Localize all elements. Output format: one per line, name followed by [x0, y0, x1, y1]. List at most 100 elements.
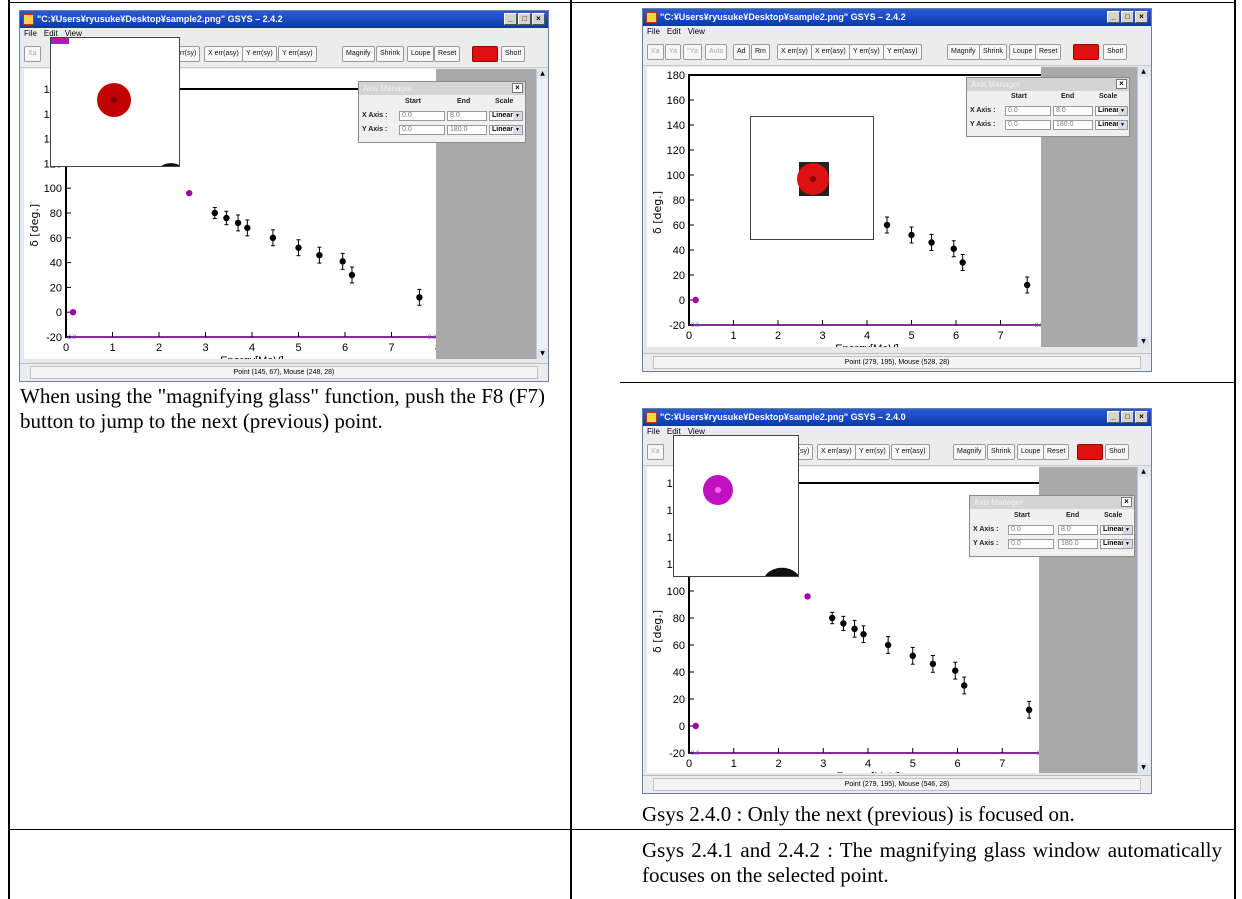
menu-file[interactable]: File: [647, 26, 660, 38]
minimize-button[interactable]: _: [1107, 411, 1120, 423]
auto-button[interactable]: Auto: [705, 44, 727, 60]
vertical-scrollbar[interactable]: ▲ ▼: [1137, 467, 1149, 773]
yerr-sy-button[interactable]: Y err(sy): [242, 46, 277, 62]
mode-button[interactable]: Mode: [1077, 444, 1103, 460]
vertical-scrollbar[interactable]: ▲ ▼: [1137, 67, 1149, 347]
loupe-button[interactable]: Loupe: [407, 46, 434, 62]
shot-button[interactable]: Shot!: [501, 46, 525, 62]
data-point: [952, 667, 958, 673]
reset-button[interactable]: Reset: [1035, 44, 1061, 60]
y-start-field[interactable]: 0.0: [399, 125, 445, 135]
menu-file[interactable]: File: [24, 28, 37, 40]
y-tick-label: 20: [673, 694, 685, 706]
gsys-window-242-right: "C:¥Users¥ryusuke¥Desktop¥sample2.png" G…: [642, 8, 1152, 372]
xerr-asy-button[interactable]: X err(asy): [204, 46, 243, 62]
shot-button[interactable]: Shot!: [1103, 44, 1127, 60]
y-end-field[interactable]: 180.0: [1058, 539, 1098, 549]
ya-button[interactable]: Ya: [665, 44, 681, 60]
yerr-asy-button[interactable]: Y err(asy): [883, 44, 922, 60]
xerr-asy-button[interactable]: X err(asy): [817, 444, 856, 460]
y-scale-select[interactable]: Linear ▼: [489, 125, 523, 135]
scroll-up-icon[interactable]: ▲: [1138, 467, 1149, 477]
ad-button[interactable]: Ad: [733, 44, 750, 60]
y-end-field[interactable]: 180.0: [447, 125, 487, 135]
y-scale-select[interactable]: Linear ▼: [1100, 539, 1133, 549]
mode-button[interactable]: Mode: [1073, 44, 1099, 60]
scroll-down-icon[interactable]: ▼: [1138, 337, 1149, 347]
x-end-field[interactable]: 8.0: [447, 111, 487, 121]
ya-log-button[interactable]: °Ya: [683, 44, 702, 60]
x-start-field[interactable]: 0.0: [399, 111, 445, 121]
x-scale-select[interactable]: Linear ▼: [1100, 525, 1133, 535]
shrink-button[interactable]: Shrink: [376, 46, 404, 62]
xa-button[interactable]: Xa: [647, 44, 664, 60]
x-tick-label: 6: [954, 758, 960, 770]
y-start-field[interactable]: 0.0: [1005, 120, 1051, 130]
menu-edit[interactable]: Edit: [667, 26, 681, 38]
minimize-button[interactable]: _: [504, 13, 517, 25]
menu-view[interactable]: View: [688, 26, 705, 38]
axis-manager-close-icon[interactable]: ×: [1121, 497, 1132, 507]
selected-point: [70, 309, 76, 315]
col-end: End: [1061, 93, 1074, 100]
scroll-down-icon[interactable]: ▼: [1138, 763, 1149, 773]
maximize-button[interactable]: □: [518, 13, 531, 25]
mode-button[interactable]: Mode: [472, 46, 498, 62]
dropdown-icon[interactable]: ▼: [1118, 121, 1127, 129]
dropdown-icon[interactable]: ▼: [1118, 107, 1127, 115]
magnify-button[interactable]: Magnify: [342, 46, 375, 62]
loupe-button[interactable]: Loupe: [1017, 444, 1044, 460]
col-start: Start: [405, 98, 421, 105]
shot-button[interactable]: Shot!: [1105, 444, 1129, 460]
xa-button[interactable]: Xa: [647, 444, 664, 460]
dropdown-icon[interactable]: ▼: [513, 112, 522, 120]
y-axis-label: Y Axis :: [362, 126, 387, 133]
x-end-field[interactable]: 8.0: [1058, 525, 1098, 535]
yerr-sy-button[interactable]: Y err(sy): [849, 44, 884, 60]
y-end-field[interactable]: 180.0: [1053, 120, 1093, 130]
vertical-scrollbar[interactable]: ▲ ▼: [536, 69, 548, 359]
x-tick-label: 2: [156, 342, 162, 354]
data-point: [212, 210, 218, 216]
close-button[interactable]: ×: [532, 13, 545, 25]
menu-file[interactable]: File: [647, 426, 660, 438]
x-start-field[interactable]: 0.0: [1005, 106, 1051, 116]
dropdown-icon[interactable]: ▼: [1123, 526, 1132, 534]
rm-button[interactable]: Rm: [751, 44, 770, 60]
close-button[interactable]: ×: [1135, 11, 1148, 23]
reset-button[interactable]: Reset: [1043, 444, 1069, 460]
scroll-up-icon[interactable]: ▲: [1138, 67, 1149, 77]
dropdown-icon[interactable]: ▼: [1123, 540, 1132, 548]
x-scale-select[interactable]: Linear ▼: [1095, 106, 1128, 116]
maximize-button[interactable]: □: [1121, 411, 1134, 423]
magnify-button[interactable]: Magnify: [953, 444, 986, 460]
scroll-down-icon[interactable]: ▼: [537, 349, 548, 359]
x-start-field[interactable]: 0.0: [1008, 525, 1054, 535]
right-cell-separator: [620, 382, 1234, 383]
minimize-button[interactable]: _: [1107, 11, 1120, 23]
selected-point: [804, 593, 810, 599]
x-end-field[interactable]: 8.0: [1053, 106, 1093, 116]
yerr-asy-button[interactable]: Y err(asy): [278, 46, 317, 62]
window-title: "C:¥Users¥ryusuke¥Desktop¥sample2.png" G…: [660, 12, 906, 22]
axis-manager-close-icon[interactable]: ×: [512, 83, 523, 93]
loupe-button[interactable]: Loupe: [1009, 44, 1036, 60]
xerr-sy-button[interactable]: X err(sy): [777, 44, 812, 60]
shrink-button[interactable]: Shrink: [979, 44, 1007, 60]
magnify-button[interactable]: Magnify: [947, 44, 980, 60]
xa-button[interactable]: Xa: [24, 46, 41, 62]
y-scale-select[interactable]: Linear ▼: [1095, 120, 1128, 130]
yerr-sy-button[interactable]: Y err(sy): [855, 444, 890, 460]
x-scale-select[interactable]: Linear ▼: [489, 111, 523, 121]
xerr-asy-button[interactable]: X err(asy): [811, 44, 850, 60]
dropdown-icon[interactable]: ▼: [513, 126, 522, 134]
data-point: [959, 259, 965, 265]
close-button[interactable]: ×: [1135, 411, 1148, 423]
yerr-asy-button[interactable]: Y err(asy): [891, 444, 930, 460]
y-start-field[interactable]: 0.0: [1008, 539, 1054, 549]
shrink-button[interactable]: Shrink: [987, 444, 1015, 460]
reset-button[interactable]: Reset: [434, 46, 460, 62]
axis-manager-close-icon[interactable]: ×: [1116, 79, 1127, 89]
maximize-button[interactable]: □: [1121, 11, 1134, 23]
scroll-up-icon[interactable]: ▲: [537, 69, 548, 79]
